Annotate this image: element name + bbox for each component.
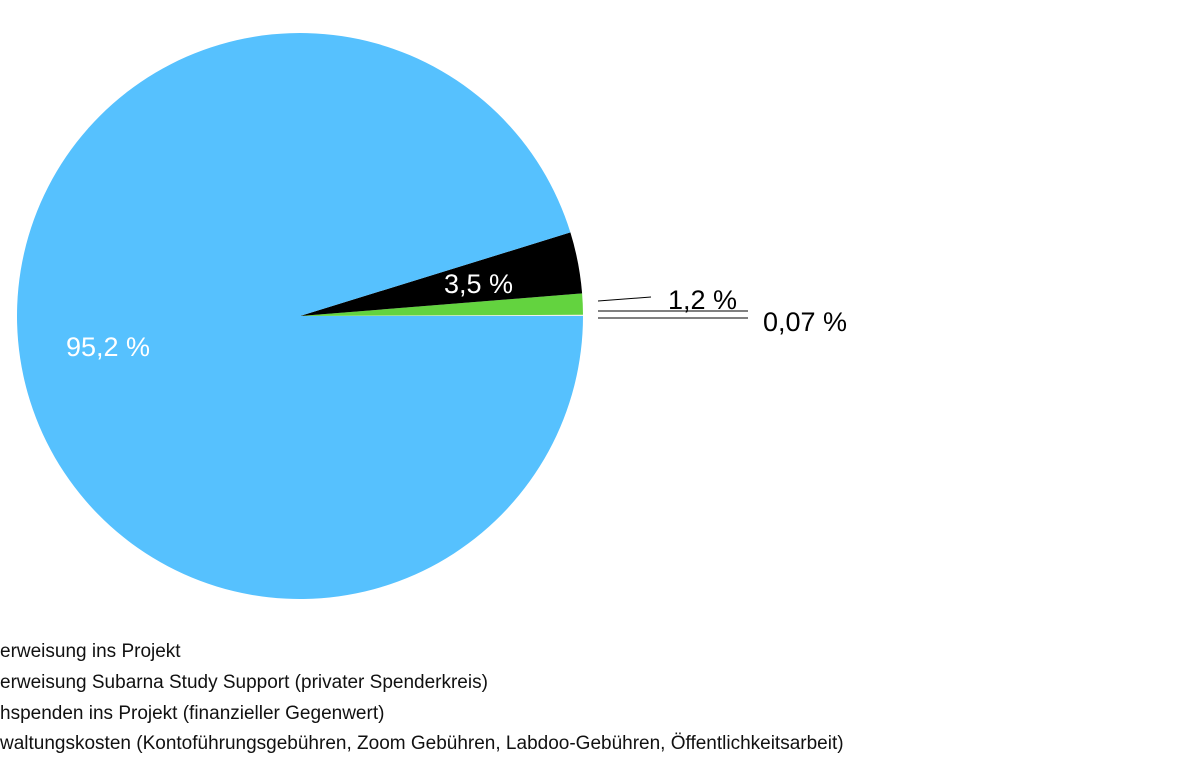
- pie-slice-1: [300, 232, 583, 316]
- data-label-0: 95,2 %: [66, 332, 150, 362]
- pie-slices: [17, 33, 583, 600]
- legend-item-3: waltungskosten (Kontoführungsgebühren, Z…: [0, 733, 844, 754]
- pie-labels: 95,2 % 3,5 % 1,2 % 0,07 %: [66, 269, 847, 362]
- data-label-2: 1,2 %: [668, 285, 737, 315]
- pie-slice-3: [300, 314, 583, 316]
- legend-item-1: erweisung Subarna Study Support (private…: [0, 672, 488, 693]
- legend-item-0: erweisung ins Projekt: [0, 641, 181, 662]
- leader-line-2: [597, 296, 652, 302]
- pie-slice-2: [300, 293, 583, 316]
- data-label-3: 0,07 %: [763, 307, 847, 337]
- pie-slice-0: [17, 33, 583, 600]
- data-label-1: 3,5 %: [444, 269, 513, 299]
- legend-item-2: hspenden ins Projekt (finanzieller Gegen…: [0, 703, 385, 724]
